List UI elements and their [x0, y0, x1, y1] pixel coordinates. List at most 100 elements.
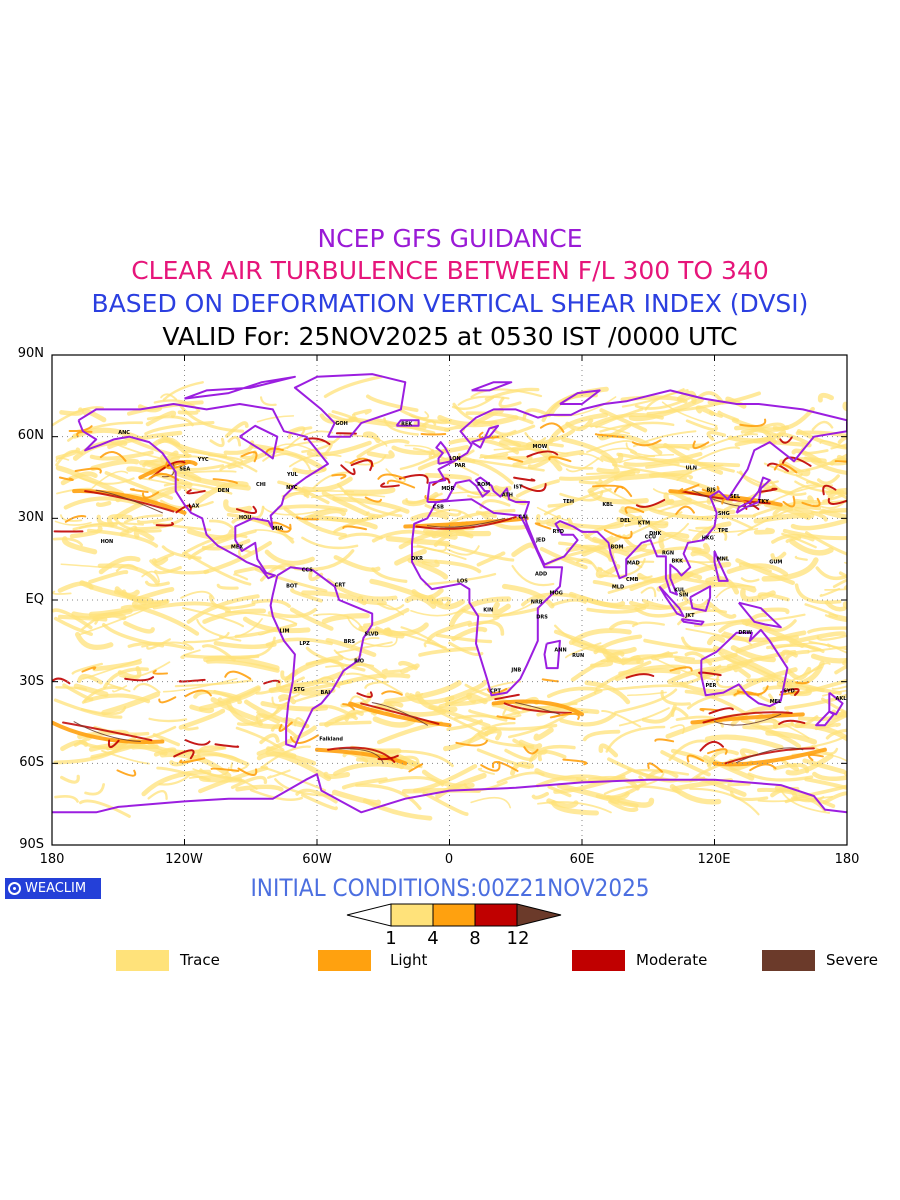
turbulence-streak: [827, 497, 847, 505]
station-label: PER: [705, 683, 716, 689]
turbulence-streak: [481, 723, 558, 731]
turbulence-streak: [308, 568, 324, 582]
turbulence-streak: [381, 668, 402, 674]
turbulence-streak: [810, 458, 847, 475]
turbulence-streak: [766, 462, 789, 472]
turbulence-streak: [391, 444, 470, 456]
turbulence-streak: [426, 620, 472, 643]
turbulence-streak: [137, 404, 163, 413]
turbulence-streak: [275, 523, 292, 533]
station-label: ADD: [535, 572, 547, 578]
station-label: RGN: [662, 550, 674, 556]
turbulence-streak: [266, 769, 291, 779]
station-label: CMB: [626, 577, 639, 583]
turbulence-streak: [539, 422, 565, 433]
turbulence-streak: [364, 680, 390, 689]
lat-label-30s: 30S: [19, 674, 44, 689]
turbulence-streak: [237, 767, 258, 776]
turbulence-streak: [680, 581, 757, 596]
turbulence-streak: [152, 669, 169, 675]
turbulence-streak: [695, 776, 747, 797]
turbulence-streak: [786, 666, 812, 681]
station-label: TPE: [718, 528, 729, 534]
turbulence-streak: [325, 637, 377, 657]
station-label: BKK: [671, 558, 684, 564]
turbulence-streak: [581, 530, 614, 544]
turbulence-streak: [127, 641, 193, 651]
turbulence-streak: [381, 690, 403, 696]
turbulence-streak: [685, 419, 718, 432]
turbulence-streak: [598, 743, 619, 758]
turbulence-streak: [470, 388, 543, 399]
station-label: RUN: [572, 653, 584, 659]
turbulence-streak: [793, 495, 814, 506]
colorbar-tick-12: 12: [506, 928, 530, 949]
turbulence-streak: [426, 517, 506, 528]
turbulence-streak: [146, 638, 171, 650]
turbulence-streak: [264, 549, 315, 566]
turbulence-streak: [295, 788, 338, 804]
turbulence-streak: [124, 676, 155, 682]
turbulence-streak: [548, 412, 609, 444]
weaclim-logo-text: WEACLIM: [25, 881, 87, 896]
turbulence-streak: [424, 504, 462, 517]
turbulence-streak: [794, 583, 842, 605]
turbulence-streak: [181, 533, 248, 555]
turbulence-streak: [717, 410, 740, 422]
station-label: DEN: [218, 488, 230, 494]
turbulence-streak: [771, 642, 831, 650]
lon-label-180e: 180: [834, 852, 860, 867]
turbulence-streak: [230, 762, 248, 773]
station-label: MAD: [627, 561, 640, 567]
turbulence-streak: [99, 451, 127, 462]
turbulence-streak: [448, 641, 484, 657]
turbulence-streak: [548, 455, 572, 463]
coastline-segment: [700, 628, 789, 708]
turbulence-streak: [778, 690, 798, 696]
turbulence-streak: [782, 528, 847, 541]
station-label: HKG: [702, 535, 714, 541]
station-label: STG: [294, 687, 305, 693]
turbulence-streak: [184, 689, 212, 698]
turbulence-streak: [606, 650, 625, 660]
turbulence-streak: [88, 570, 129, 584]
turbulence-streak: [81, 408, 107, 423]
turbulence-streak: [333, 555, 381, 572]
turbulence-streak: [362, 431, 381, 444]
turbulence-streak: [843, 770, 847, 777]
initial-conditions: INITIAL CONDITIONS:00Z21NOV2025: [250, 874, 650, 902]
turbulence-streak: [794, 722, 847, 742]
colorbar-moderate: [474, 903, 518, 927]
turbulence-streak: [718, 620, 772, 633]
turbulence-streak: [433, 531, 471, 547]
turbulence-streak: [551, 598, 587, 607]
turbulence-streak: [783, 453, 847, 474]
lat-label-60n: 60N: [17, 428, 44, 443]
station-label: HOU: [239, 515, 252, 521]
turbulence-streak: [233, 573, 249, 581]
station-label: LAX: [188, 503, 199, 509]
turbulence-streak: [553, 396, 617, 417]
turbulence-streak: [254, 567, 328, 593]
turbulence-streak: [148, 717, 188, 723]
turbulence-streak: [385, 468, 407, 483]
turbulence-streak: [360, 702, 440, 725]
turbulence-streak: [259, 733, 280, 745]
station-label: GUM: [769, 559, 782, 565]
turbulence-streak: [842, 401, 847, 412]
turbulence-streak: [350, 459, 374, 472]
lat-label-eq: EQ: [25, 592, 44, 607]
turbulence-streak: [464, 683, 532, 708]
turbulence-streak: [162, 677, 238, 693]
legend-swatch-severe: [762, 950, 815, 971]
station-label: BOT: [286, 583, 298, 589]
station-label: ANN: [554, 647, 566, 653]
turbulence-streak: [483, 453, 509, 460]
turbulence-streak: [676, 390, 697, 405]
turbulence-streak: [807, 645, 847, 653]
turbulence-streak: [451, 626, 488, 642]
turbulence-streak: [263, 679, 281, 685]
turbulence-streak: [654, 738, 675, 743]
turbulence-streak: [210, 697, 259, 722]
turbulence-streak: [669, 784, 722, 805]
